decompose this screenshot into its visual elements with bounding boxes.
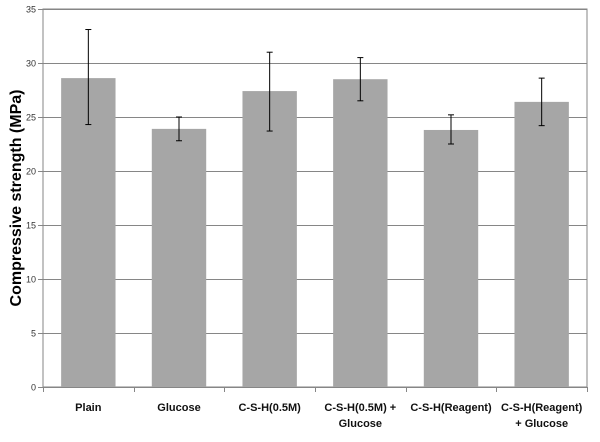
x-category-label-line: C-S-H(0.5M) + (324, 402, 396, 414)
bar (61, 78, 116, 388)
x-category-label-line: C-S-H(Reagent) (410, 402, 492, 414)
y-tick-label: 10 (26, 275, 36, 285)
x-category-label-line: Glucose (157, 402, 200, 414)
plot-area (42, 8, 588, 388)
x-category-label-line: C-S-H(0.5M) (238, 402, 301, 414)
x-category-label: Plain (75, 402, 102, 414)
y-tick-label: 0 (31, 383, 36, 393)
y-tick-label: 20 (26, 167, 36, 177)
x-category-label: C-S-H(0.5M) + Glucose (324, 402, 396, 430)
bar (151, 128, 207, 387)
x-category-label-line: + Glucose (515, 418, 568, 430)
y-axis-title: Compressive strength (MPa) (8, 90, 25, 307)
x-category-label: C-S-H(Reagent) (410, 402, 492, 414)
y-tick-label: 25 (26, 113, 36, 123)
bar (333, 79, 388, 387)
x-category-label: Glucose (157, 402, 200, 414)
y-tick-label: 30 (26, 59, 36, 69)
x-category-label-line: Glucose (339, 418, 382, 430)
y-tick-label: 35 (26, 5, 36, 15)
bar (514, 101, 569, 387)
bar (423, 129, 479, 387)
x-category-label: C-S-H(0.5M) (238, 402, 301, 414)
bar (242, 91, 297, 387)
y-tick-label: 5 (31, 329, 36, 339)
x-category-label-line: Plain (75, 402, 102, 414)
y-tick-label: 15 (26, 221, 36, 231)
x-category-label: C-S-H(Reagent) + Glucose (501, 402, 583, 430)
x-category-label-line: C-S-H(Reagent) (501, 402, 583, 414)
